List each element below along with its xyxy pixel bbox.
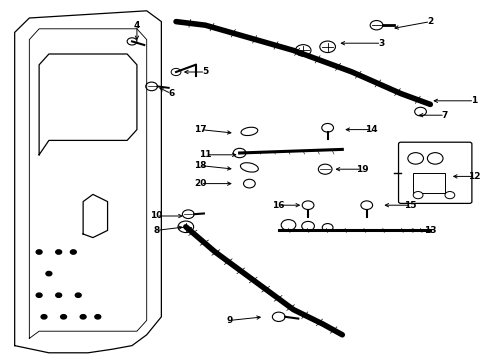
Circle shape: [301, 221, 314, 231]
Text: 10: 10: [150, 211, 163, 220]
Text: 15: 15: [404, 201, 416, 210]
Circle shape: [319, 41, 335, 53]
Text: 18: 18: [194, 161, 206, 170]
Circle shape: [369, 21, 382, 30]
Text: 16: 16: [272, 201, 285, 210]
Circle shape: [36, 293, 42, 297]
Circle shape: [56, 293, 61, 297]
Text: 17: 17: [194, 125, 206, 134]
Text: 8: 8: [153, 226, 159, 235]
Text: 4: 4: [133, 21, 140, 30]
Text: 1: 1: [470, 96, 476, 105]
Circle shape: [302, 201, 313, 210]
Circle shape: [56, 250, 61, 254]
Circle shape: [178, 221, 193, 233]
Circle shape: [171, 68, 181, 76]
Circle shape: [127, 38, 137, 45]
Circle shape: [36, 250, 42, 254]
Circle shape: [412, 192, 422, 199]
Text: 5: 5: [202, 68, 208, 77]
FancyBboxPatch shape: [398, 142, 471, 203]
Circle shape: [41, 315, 47, 319]
Circle shape: [95, 315, 101, 319]
Circle shape: [243, 179, 255, 188]
Bar: [412, 173, 444, 193]
Text: 14: 14: [365, 125, 377, 134]
Text: 12: 12: [467, 172, 480, 181]
Ellipse shape: [240, 163, 258, 172]
Circle shape: [75, 293, 81, 297]
Text: 20: 20: [194, 179, 206, 188]
Text: 19: 19: [355, 165, 367, 174]
Text: 7: 7: [441, 111, 447, 120]
Text: 11: 11: [199, 150, 211, 159]
Circle shape: [61, 315, 66, 319]
Circle shape: [182, 210, 194, 219]
Circle shape: [295, 45, 310, 56]
Circle shape: [80, 315, 86, 319]
Circle shape: [321, 123, 333, 132]
Text: 6: 6: [168, 89, 174, 98]
Circle shape: [322, 224, 332, 231]
Ellipse shape: [241, 127, 257, 136]
Text: 13: 13: [423, 226, 436, 235]
Text: 3: 3: [378, 39, 384, 48]
Text: 9: 9: [226, 316, 233, 325]
Circle shape: [272, 312, 285, 321]
Circle shape: [427, 153, 442, 164]
Circle shape: [407, 153, 423, 164]
Circle shape: [281, 220, 295, 230]
Text: 2: 2: [427, 17, 432, 26]
Circle shape: [46, 271, 52, 276]
Circle shape: [70, 250, 76, 254]
Circle shape: [414, 107, 426, 116]
Circle shape: [318, 164, 331, 174]
Circle shape: [145, 82, 157, 91]
Circle shape: [444, 192, 454, 199]
Circle shape: [233, 148, 245, 158]
Circle shape: [360, 201, 372, 210]
